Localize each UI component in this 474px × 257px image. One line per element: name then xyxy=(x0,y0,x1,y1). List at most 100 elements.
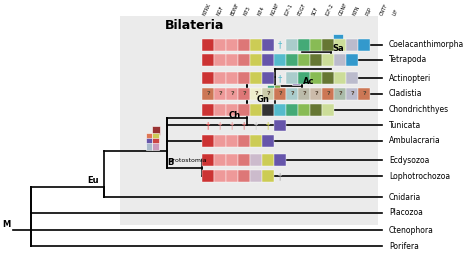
Bar xyxy=(274,88,286,100)
Text: ?: ? xyxy=(219,91,222,96)
Text: LIF: LIF xyxy=(392,8,400,16)
Bar xyxy=(146,138,152,145)
Bar xyxy=(334,39,346,51)
Text: Ac: Ac xyxy=(303,77,315,86)
Bar xyxy=(227,72,238,84)
Bar xyxy=(214,54,226,66)
Bar xyxy=(202,39,214,51)
Text: Actinopteri: Actinopteri xyxy=(389,74,431,83)
Bar xyxy=(214,170,226,182)
Bar xyxy=(238,39,250,51)
Text: †: † xyxy=(206,121,210,130)
Text: SCF: SCF xyxy=(311,6,319,16)
Bar xyxy=(250,104,262,116)
Bar xyxy=(262,104,274,116)
Bar xyxy=(227,135,238,147)
Text: Placozoa: Placozoa xyxy=(389,208,423,217)
Text: Ambulacraria: Ambulacraria xyxy=(389,136,441,145)
Text: GDNF: GDNF xyxy=(338,2,348,16)
Bar xyxy=(202,72,214,84)
Bar xyxy=(146,133,152,140)
Text: ?: ? xyxy=(278,91,282,96)
Bar xyxy=(346,72,358,84)
Bar xyxy=(346,39,358,51)
Bar xyxy=(250,54,262,66)
Bar xyxy=(202,154,214,166)
Text: ?: ? xyxy=(338,91,342,96)
Text: Protostomia: Protostomia xyxy=(169,158,207,163)
Bar xyxy=(262,170,274,182)
Text: PDGF: PDGF xyxy=(297,2,307,16)
Text: NT3: NT3 xyxy=(243,5,252,16)
Bar xyxy=(274,54,286,66)
Bar xyxy=(310,72,322,84)
Bar xyxy=(322,104,334,116)
Text: B: B xyxy=(168,158,174,167)
Text: NTN: NTN xyxy=(352,5,361,16)
Bar xyxy=(227,88,238,100)
Bar xyxy=(334,54,346,66)
Bar xyxy=(227,104,238,116)
Text: CNTF: CNTF xyxy=(379,3,389,16)
Text: †: † xyxy=(242,121,246,130)
Text: Ctenophora: Ctenophora xyxy=(389,226,434,235)
Text: NGF: NGF xyxy=(216,5,225,16)
Text: Sa: Sa xyxy=(332,44,344,53)
Bar xyxy=(202,104,214,116)
Bar xyxy=(334,88,346,100)
Bar xyxy=(346,88,358,100)
Text: †: † xyxy=(266,121,270,130)
Text: ?: ? xyxy=(362,91,366,96)
Bar xyxy=(286,54,298,66)
Bar xyxy=(310,39,322,51)
Bar xyxy=(322,54,334,66)
Bar xyxy=(214,88,226,100)
Bar xyxy=(267,93,273,99)
Bar xyxy=(152,143,159,150)
Bar xyxy=(346,54,358,66)
Text: Bilateria: Bilateria xyxy=(164,19,224,32)
Text: ?: ? xyxy=(302,91,306,96)
Bar xyxy=(227,54,238,66)
Bar xyxy=(238,54,250,66)
Text: †: † xyxy=(230,121,234,130)
Text: †: † xyxy=(278,74,282,83)
Text: M: M xyxy=(2,220,10,229)
Text: ?: ? xyxy=(206,91,210,96)
Bar xyxy=(262,72,274,84)
Bar xyxy=(298,88,310,100)
Text: NGNF: NGNF xyxy=(270,2,281,16)
Bar xyxy=(262,135,274,147)
Text: Cnidaria: Cnidaria xyxy=(389,193,421,202)
Bar xyxy=(202,54,214,66)
Bar xyxy=(286,39,298,51)
Bar xyxy=(358,39,370,51)
Bar xyxy=(152,126,160,135)
Text: ?: ? xyxy=(255,91,258,96)
Bar xyxy=(214,39,226,51)
Bar xyxy=(286,72,298,84)
Bar xyxy=(250,72,262,84)
Bar xyxy=(214,72,226,84)
Bar xyxy=(273,93,280,99)
Text: Eu: Eu xyxy=(88,176,99,185)
Text: Coelacanthimorpha: Coelacanthimorpha xyxy=(389,40,465,49)
Bar xyxy=(146,143,152,150)
Bar xyxy=(152,138,159,145)
Bar xyxy=(238,72,250,84)
Text: Porifera: Porifera xyxy=(389,242,419,251)
Bar xyxy=(238,104,250,116)
Bar xyxy=(310,88,322,100)
Bar xyxy=(298,72,310,84)
Bar xyxy=(274,154,286,166)
Bar xyxy=(250,170,262,182)
Bar xyxy=(202,88,214,100)
Bar xyxy=(322,72,334,84)
Bar xyxy=(262,88,274,100)
Bar xyxy=(298,39,310,51)
Text: Chondrichthyes: Chondrichthyes xyxy=(389,105,449,114)
Bar xyxy=(227,39,238,51)
Text: Ch: Ch xyxy=(229,111,241,120)
Text: ?: ? xyxy=(230,91,234,96)
Text: NT4: NT4 xyxy=(256,5,265,16)
